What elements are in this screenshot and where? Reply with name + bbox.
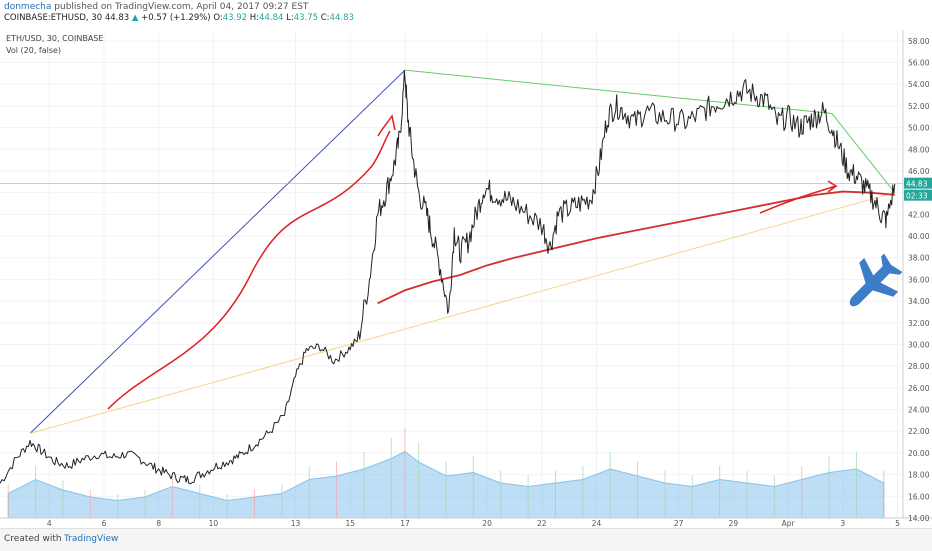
open-label: O:: [213, 13, 223, 23]
x-tick-label: 17: [400, 519, 410, 528]
legend-symbol: ETH/USD, 30, COINBASE: [6, 34, 103, 43]
high-label: H:: [249, 13, 260, 23]
y-tick-label: 36.00: [908, 275, 930, 284]
drawn-arrow-right: [759, 180, 838, 214]
x-tick-label: 29: [729, 519, 739, 528]
change-value: +0.57 (+1.29%): [141, 13, 211, 23]
symbol-label: COINBASE:ETHUSD, 30: [4, 13, 103, 23]
y-tick-label: 42.00: [908, 210, 930, 219]
hand-drawings: [107, 114, 838, 410]
footer-created-text: Created with: [4, 534, 62, 544]
trendlines: [0, 69, 903, 434]
y-tick-label: 56.00: [908, 59, 930, 68]
trendline-green: [404, 69, 896, 193]
publish-text: published on TradingView.com, April 04, …: [54, 2, 309, 12]
open-value: 43.92: [222, 13, 248, 23]
price-badge-text: 44.83: [906, 180, 928, 189]
price-line: [0, 69, 896, 485]
y-tick-label: 30.00: [908, 340, 930, 349]
y-tick-label: 40.00: [908, 232, 930, 241]
price-axis[interactable]: 14.00 16.00 18.00 20.00 22.00 24.00 26.00 28.00…: [908, 37, 930, 523]
x-tick-label: 22: [537, 519, 547, 528]
x-tick-label: 8: [156, 519, 161, 528]
y-tick-label: 14.00: [908, 514, 930, 523]
legend-volume: Vol (20, false): [6, 46, 61, 55]
footer: Created with TradingView: [0, 528, 932, 551]
airplane-icon: [849, 253, 903, 307]
x-tick-label: 4: [47, 519, 52, 528]
x-tick-label: 3: [840, 519, 845, 528]
x-tick-label: 20: [482, 519, 492, 528]
x-tick-label: Apr: [782, 519, 796, 528]
time-badge: 02:33: [904, 189, 932, 201]
close-value: 44.83: [329, 13, 354, 23]
drawn-curve-left: [107, 130, 391, 410]
y-tick-label: 32.00: [908, 319, 930, 328]
y-tick-label: 20.00: [908, 449, 930, 458]
y-tick-label: 16.00: [908, 492, 930, 501]
x-tick-label: 27: [674, 519, 684, 528]
x-tick-label: 24: [592, 519, 602, 528]
drawn-arrow-left: [377, 114, 396, 137]
high-value: 44.84: [259, 13, 284, 23]
x-tick-label: 15: [345, 519, 355, 528]
y-tick-label: 50.00: [908, 124, 930, 133]
x-tick-label: 10: [209, 519, 219, 528]
change-up-icon: ▲: [131, 13, 139, 23]
x-tick-label: 13: [291, 519, 301, 528]
y-tick-label: 26.00: [908, 384, 930, 393]
price-badge: 44.83: [904, 177, 932, 189]
publish-info: donmecha published on TradingView.com, A…: [4, 2, 308, 12]
y-tick-label: 48.00: [908, 145, 930, 154]
low-label: L:: [286, 13, 294, 23]
y-tick-label: 24.00: [908, 406, 930, 415]
last-price: 44.83: [104, 13, 130, 23]
quote-line: COINBASE:ETHUSD, 30 44.83 ▲ +0.57 (+1.29…: [4, 13, 354, 23]
price-series: [0, 69, 896, 485]
trendline-yellow: [29, 192, 895, 434]
author-link[interactable]: donmecha: [4, 2, 52, 12]
y-tick-label: 38.00: [908, 254, 930, 263]
y-tick-label: 46.00: [908, 167, 930, 176]
time-axis[interactable]: 4 6 8 10 13 15 17 20 22 24 27 29 Apr 3 5: [47, 519, 900, 528]
y-tick-label: 28.00: [908, 362, 930, 371]
chart-header: donmecha published on TradingView.com, A…: [0, 0, 932, 26]
time-badge-text: 02:33: [906, 192, 928, 201]
close-label: C:: [320, 13, 330, 23]
y-tick-label: 22.00: [908, 427, 930, 436]
y-tick-label: 18.00: [908, 471, 930, 480]
x-tick-label: 5: [895, 519, 900, 528]
y-tick-label: 34.00: [908, 297, 930, 306]
trendline-blue: [29, 69, 406, 434]
tradingview-logo[interactable]: TradingView: [64, 534, 119, 544]
y-tick-label: 58.00: [908, 37, 930, 46]
price-chart[interactable]: 14.00 16.00 18.00 20.00 22.00 24.00 26.00 28.00…: [0, 26, 932, 528]
chart-background: [0, 26, 932, 528]
low-value: 43.75: [293, 13, 319, 23]
ma-line: [377, 190, 895, 305]
y-tick-label: 52.00: [908, 102, 930, 111]
x-tick-label: 6: [102, 519, 107, 528]
y-tick-label: 54.00: [908, 80, 930, 89]
moving-average: [377, 190, 895, 305]
volume-area: [7, 428, 885, 519]
